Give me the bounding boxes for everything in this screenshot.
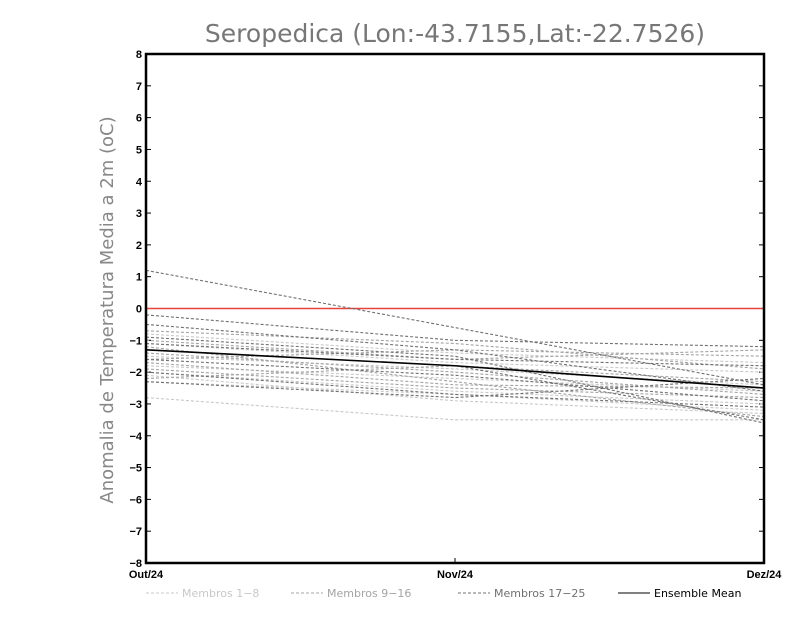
y-axis-label: Anomalia de Temperatura Media a 2m (oC): [97, 116, 118, 503]
series-line-member: [145, 368, 765, 399]
y-tick-label: −7: [129, 526, 142, 538]
y-tick-label: 0: [136, 304, 142, 316]
series-line-member: [145, 365, 765, 383]
series-line-member: [145, 362, 765, 389]
y-tick-label: −5: [129, 463, 142, 475]
y-tick-label: −4: [129, 431, 142, 443]
x-tick-label: Nov/24: [437, 569, 474, 581]
series-line-member: [145, 269, 765, 386]
series-line-member: [145, 342, 765, 367]
y-tick-label: 4: [136, 176, 143, 188]
series-line-member: [145, 371, 765, 405]
y-tick-label: −8: [129, 558, 142, 570]
series-line-member: [145, 349, 765, 360]
x-axis-ticks: Out/24 Nov/24 Dez/24: [129, 558, 782, 581]
legend-label: Membros 1−8: [182, 587, 259, 600]
series-line-member: [145, 358, 765, 402]
y-axis-ticks: −8 −7 −6 −5 −4 −3 −2 −1 0 1 2 3 4 5 6 7 8: [129, 49, 764, 570]
legend-label: Ensemble Mean: [654, 587, 741, 600]
series-line-member: [145, 333, 765, 364]
x-tick-label: Dez/24: [747, 569, 783, 581]
series-line-member: [145, 342, 765, 373]
chart-title: Seropedica (Lon:-43.7155,Lat:-22.7526): [205, 19, 705, 48]
series-line-member: [145, 339, 765, 360]
y-tick-label: −2: [129, 367, 142, 379]
legend-label: Membros 9−16: [327, 587, 411, 600]
series-line-member: [145, 346, 765, 418]
y-tick-label: 7: [136, 81, 142, 93]
series-layer: [145, 269, 765, 424]
y-tick-label: 3: [136, 208, 142, 220]
y-tick-label: 1: [136, 272, 142, 284]
y-tick-label: 6: [136, 113, 142, 125]
series-line-member: [145, 371, 765, 408]
plot-frame: [144, 52, 766, 565]
series-line-member: [145, 377, 765, 399]
y-tick-label: 2: [136, 240, 142, 252]
legend: Membros 1−8 Membros 9−16 Membros 17−25 Ense…: [146, 587, 741, 600]
series-line-member: [145, 330, 765, 370]
series-line-member: [145, 381, 765, 411]
series-line-member: [145, 336, 765, 424]
series-line-member: [145, 314, 765, 348]
y-tick-label: −6: [129, 494, 142, 506]
legend-label: Membros 17−25: [494, 587, 585, 600]
series-line-member: [145, 374, 765, 415]
series-line-ensemble-mean: [145, 349, 765, 389]
series-line-member: [145, 397, 764, 421]
series-line-member: [145, 323, 765, 392]
series-line-member: [145, 355, 765, 386]
y-tick-label: −1: [129, 335, 142, 347]
x-tick-label: Out/24: [129, 569, 164, 581]
y-tick-label: 5: [136, 144, 142, 156]
y-tick-label: 8: [136, 49, 142, 61]
y-tick-label: −3: [129, 399, 142, 411]
